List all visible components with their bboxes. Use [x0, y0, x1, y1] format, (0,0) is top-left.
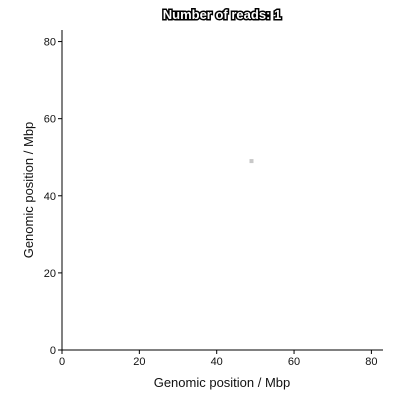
- x-ticks: 0 20 40 60 80: [59, 350, 378, 368]
- data-points: [249, 159, 254, 164]
- plot-area: 0 20 40 60 80 0 20 40 60 80: [44, 30, 383, 368]
- y-tick-label-2: 40: [44, 191, 56, 203]
- y-axis-label: Genomic position / Mbp: [21, 122, 36, 259]
- x-tick-label-1: 20: [133, 356, 145, 368]
- x-tick-label-3: 60: [288, 356, 300, 368]
- y-tick-label-1: 20: [44, 268, 56, 280]
- x-tick-label-4: 80: [365, 356, 377, 368]
- chart-title: Number of reads: 1: [163, 7, 281, 22]
- x-tick-label-2: 40: [211, 356, 223, 368]
- y-tick-label-4: 80: [44, 37, 56, 49]
- y-tick-label-3: 60: [44, 114, 56, 126]
- data-point-0: [249, 159, 254, 164]
- y-tick-label-0: 0: [50, 345, 56, 357]
- x-tick-label-0: 0: [59, 356, 65, 368]
- x-axis-label: Genomic position / Mbp: [154, 375, 291, 390]
- y-ticks: 0 20 40 60 80: [44, 37, 62, 357]
